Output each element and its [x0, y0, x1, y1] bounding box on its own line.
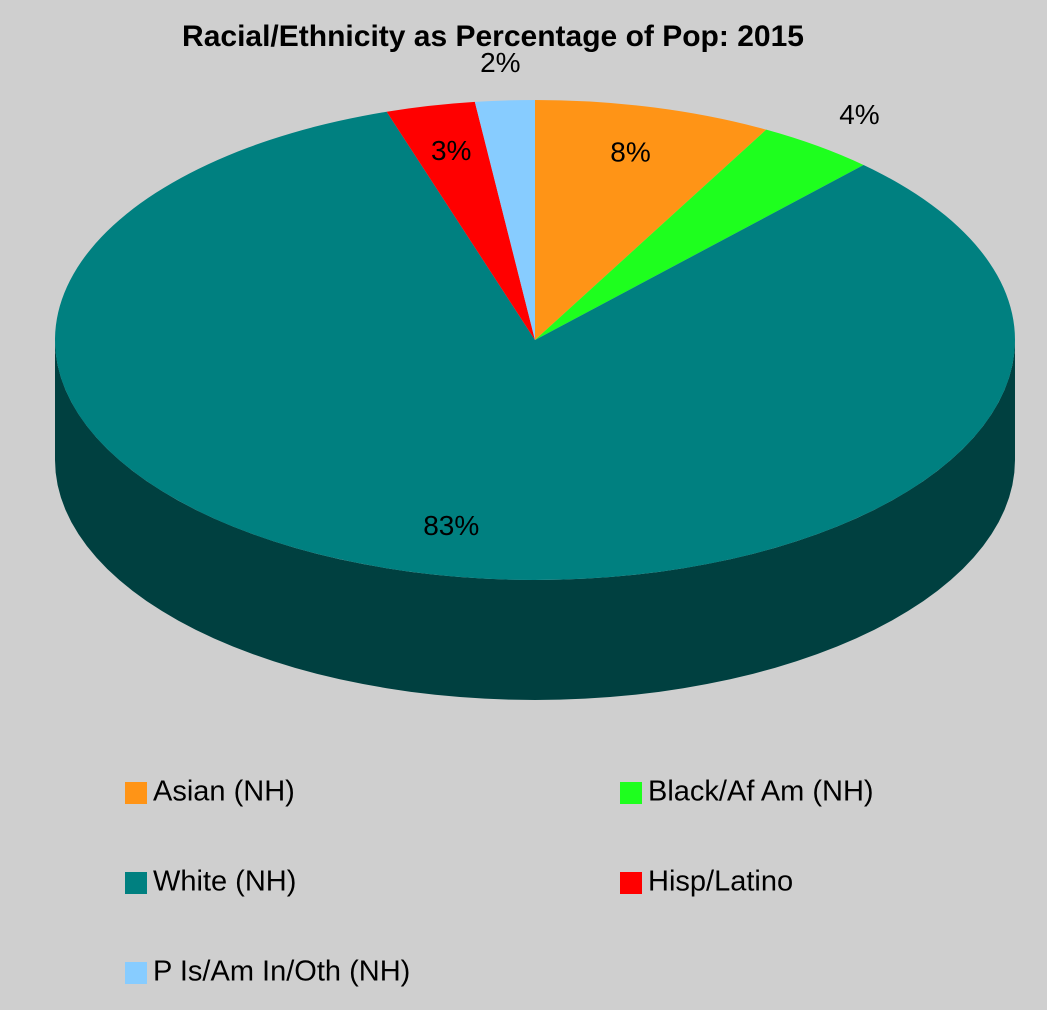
slice — [535, 100, 767, 340]
legend-label: Black/Af Am (NH) — [648, 776, 874, 808]
data-label: 8% — [610, 136, 650, 167]
legend-swatch — [125, 872, 147, 894]
legend-label: Hisp/Latino — [648, 866, 793, 898]
data-label: 2% — [480, 47, 520, 78]
legend-swatch — [125, 962, 147, 984]
chart-title: Racial/Ethnicity as Percentage of Pop: 2… — [182, 20, 804, 53]
slice — [386, 101, 535, 340]
data-label: 83% — [423, 510, 479, 541]
slice-side — [55, 340, 1015, 700]
legend-label: P Is/Am In/Oth (NH) — [153, 956, 410, 988]
legend-swatch — [125, 782, 147, 804]
legend-label: White (NH) — [153, 866, 296, 898]
data-label: 4% — [839, 99, 879, 130]
legend-label: Asian (NH) — [153, 776, 295, 808]
legend-swatch — [620, 782, 642, 804]
slice — [54, 111, 1015, 581]
data-label: 3% — [431, 135, 471, 166]
slice — [474, 100, 535, 340]
slice — [535, 129, 864, 340]
legend-swatch — [620, 872, 642, 894]
